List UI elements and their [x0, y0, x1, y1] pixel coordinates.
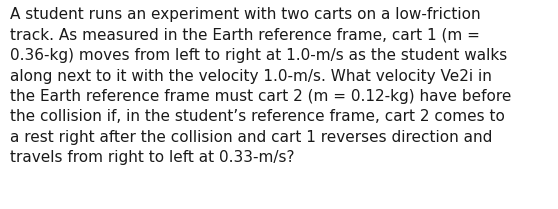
Text: A student runs an experiment with two carts on a low-friction
track. As measured: A student runs an experiment with two ca… [10, 7, 512, 165]
